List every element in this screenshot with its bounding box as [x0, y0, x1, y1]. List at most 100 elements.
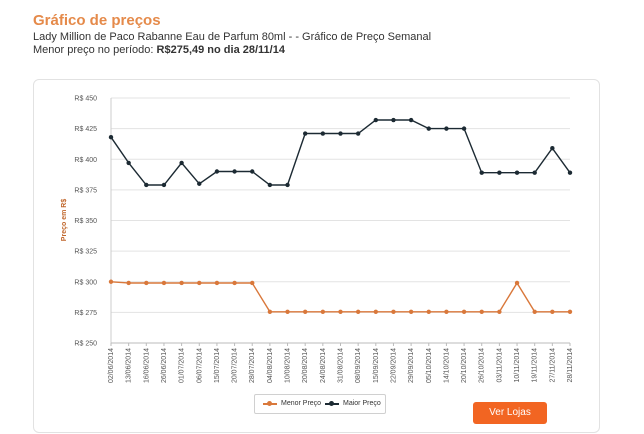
- y-tick-label: R$ 400: [74, 157, 97, 164]
- max-price-series-point: [267, 182, 273, 188]
- min-price-series-point: [497, 309, 502, 314]
- product-subtitle: Lady Million de Paco Rabanne Eau de Parf…: [33, 31, 432, 43]
- max-price-series-point: [302, 131, 308, 136]
- x-tick-label: 15/07/2014: [214, 348, 221, 383]
- min-price-series-point: [267, 309, 273, 314]
- x-tick-label: 13/06/2014: [126, 348, 133, 383]
- max-price-series-point: [108, 135, 114, 140]
- x-tick-label: 28/07/2014: [249, 348, 256, 383]
- min-price-series-point: [338, 309, 343, 314]
- max-price-series-point: [126, 160, 131, 166]
- legend-max-swatch: [325, 400, 339, 406]
- min-price-series-point: [197, 280, 202, 286]
- y-tick-label: R$ 250: [74, 341, 97, 348]
- x-tick-label: 20/10/2014: [461, 348, 468, 383]
- max-price-series-point: [285, 182, 290, 188]
- max-price-series-point: [497, 170, 502, 175]
- max-price-series-point: [373, 117, 379, 123]
- x-tick-label: 29/09/2014: [408, 348, 415, 383]
- max-price-series-point: [444, 126, 449, 131]
- x-tick-label: 10/08/2014: [285, 348, 292, 383]
- legend-item-max[interactable]: Maior Preço: [325, 400, 381, 407]
- max-price-series-line: [110, 119, 571, 186]
- min-price-series-point: [550, 309, 555, 314]
- x-tick-label: 01/07/2014: [179, 348, 186, 383]
- max-price-series-point: [391, 117, 396, 123]
- max-price-series-point: [532, 170, 537, 175]
- y-tick-label: R$ 425: [74, 126, 97, 133]
- min-price-series-point: [514, 280, 520, 286]
- max-price-series-point: [320, 131, 326, 136]
- x-tick-label: 20/07/2014: [232, 348, 239, 383]
- y-axis-label: Preço em R$: [61, 199, 68, 242]
- x-tick-label: 08/09/2014: [355, 348, 362, 383]
- min-price-series-line: [110, 281, 570, 313]
- y-tick-label: R$ 350: [74, 218, 97, 225]
- min-price-series-point: [373, 309, 379, 314]
- min-price-series-point: [532, 309, 537, 314]
- x-tick-label: 22/09/2014: [390, 348, 397, 383]
- x-tick-label: 27/11/2014: [549, 348, 556, 383]
- max-price-series-point: [461, 126, 467, 131]
- legend-item-min[interactable]: Menor Preço: [263, 400, 321, 407]
- max-price-series-point: [355, 131, 361, 136]
- min-price-series-point: [285, 309, 290, 314]
- x-tick-label: 04/08/2014: [267, 348, 274, 383]
- max-price-series-point: [550, 146, 555, 151]
- chart-legend: Menor Preço Maior Preço: [254, 394, 386, 414]
- min-price-series-point: [179, 280, 184, 286]
- x-tick-label: 19/11/2014: [532, 348, 539, 383]
- x-tick-label: 24/08/2014: [320, 348, 327, 383]
- min-price-series-point: [126, 280, 131, 286]
- max-price-series-point: [514, 170, 520, 175]
- max-price-series-point: [232, 169, 237, 174]
- x-tick-label: 14/10/2014: [443, 348, 450, 383]
- min-price-series-point: [567, 309, 573, 314]
- lowest-price-prefix: Menor preço no período:: [33, 44, 157, 56]
- min-price-series-point: [355, 309, 361, 314]
- chart-panel: [33, 79, 600, 433]
- max-price-series-point: [479, 170, 484, 175]
- y-tick-label: R$ 300: [74, 279, 97, 286]
- min-price-series-point: [444, 309, 449, 314]
- series-layer: [108, 117, 573, 314]
- lowest-price-line: Menor preço no período: R$275,49 no dia …: [33, 44, 285, 56]
- min-price-series-point: [302, 309, 308, 314]
- y-tick-label: R$ 375: [74, 187, 97, 194]
- min-price-series-point: [161, 280, 167, 286]
- min-price-series-point: [250, 280, 255, 286]
- x-tick-label: 15/09/2014: [373, 348, 380, 383]
- legend-min-swatch: [263, 400, 277, 406]
- x-tick-label: 20/08/2014: [302, 348, 309, 383]
- min-price-series-point: [408, 309, 414, 314]
- y-tick-label: R$ 450: [74, 96, 97, 103]
- min-price-series-point: [214, 280, 220, 286]
- max-price-series-point: [408, 117, 414, 123]
- max-price-series-point: [197, 181, 202, 186]
- x-tick-label: 02/06/2014: [108, 348, 115, 383]
- x-tick-label: 26/10/2014: [479, 348, 486, 383]
- min-price-series-point: [426, 309, 431, 314]
- y-tick-labels: R$ 250 R$ 275 R$ 300 R$ 325 R$ 350 R$ 375 R$ 4…: [74, 96, 97, 348]
- max-price-series-point: [144, 182, 149, 188]
- max-price-series-point: [214, 169, 220, 174]
- y-tick-label: R$ 325: [74, 249, 97, 256]
- max-price-series-point: [250, 169, 255, 174]
- x-tick-label: 28/11/2014: [567, 348, 574, 383]
- min-price-series-point: [391, 309, 396, 314]
- min-price-series-point: [461, 309, 467, 314]
- x-tick-labels: 02/06/2014 13/06/2014 16/06/2014 26/06/2014…: [108, 348, 574, 383]
- max-price-series-point: [338, 131, 343, 136]
- x-tick-label: 06/07/2014: [196, 348, 203, 383]
- legend-min-label: Menor Preço: [281, 400, 322, 407]
- min-price-series-point: [144, 280, 149, 286]
- min-price-series-point: [479, 309, 484, 314]
- max-price-series-point: [567, 170, 573, 175]
- ver-lojas-button[interactable]: Ver Lojas: [473, 402, 547, 424]
- chart-page-title: Gráfico de preços: [33, 12, 161, 29]
- legend-max-label: Maior Preço: [343, 400, 381, 407]
- max-price-series-point: [179, 160, 184, 166]
- min-price-series-point: [232, 280, 237, 286]
- x-tick-label: 03/11/2014: [496, 348, 503, 383]
